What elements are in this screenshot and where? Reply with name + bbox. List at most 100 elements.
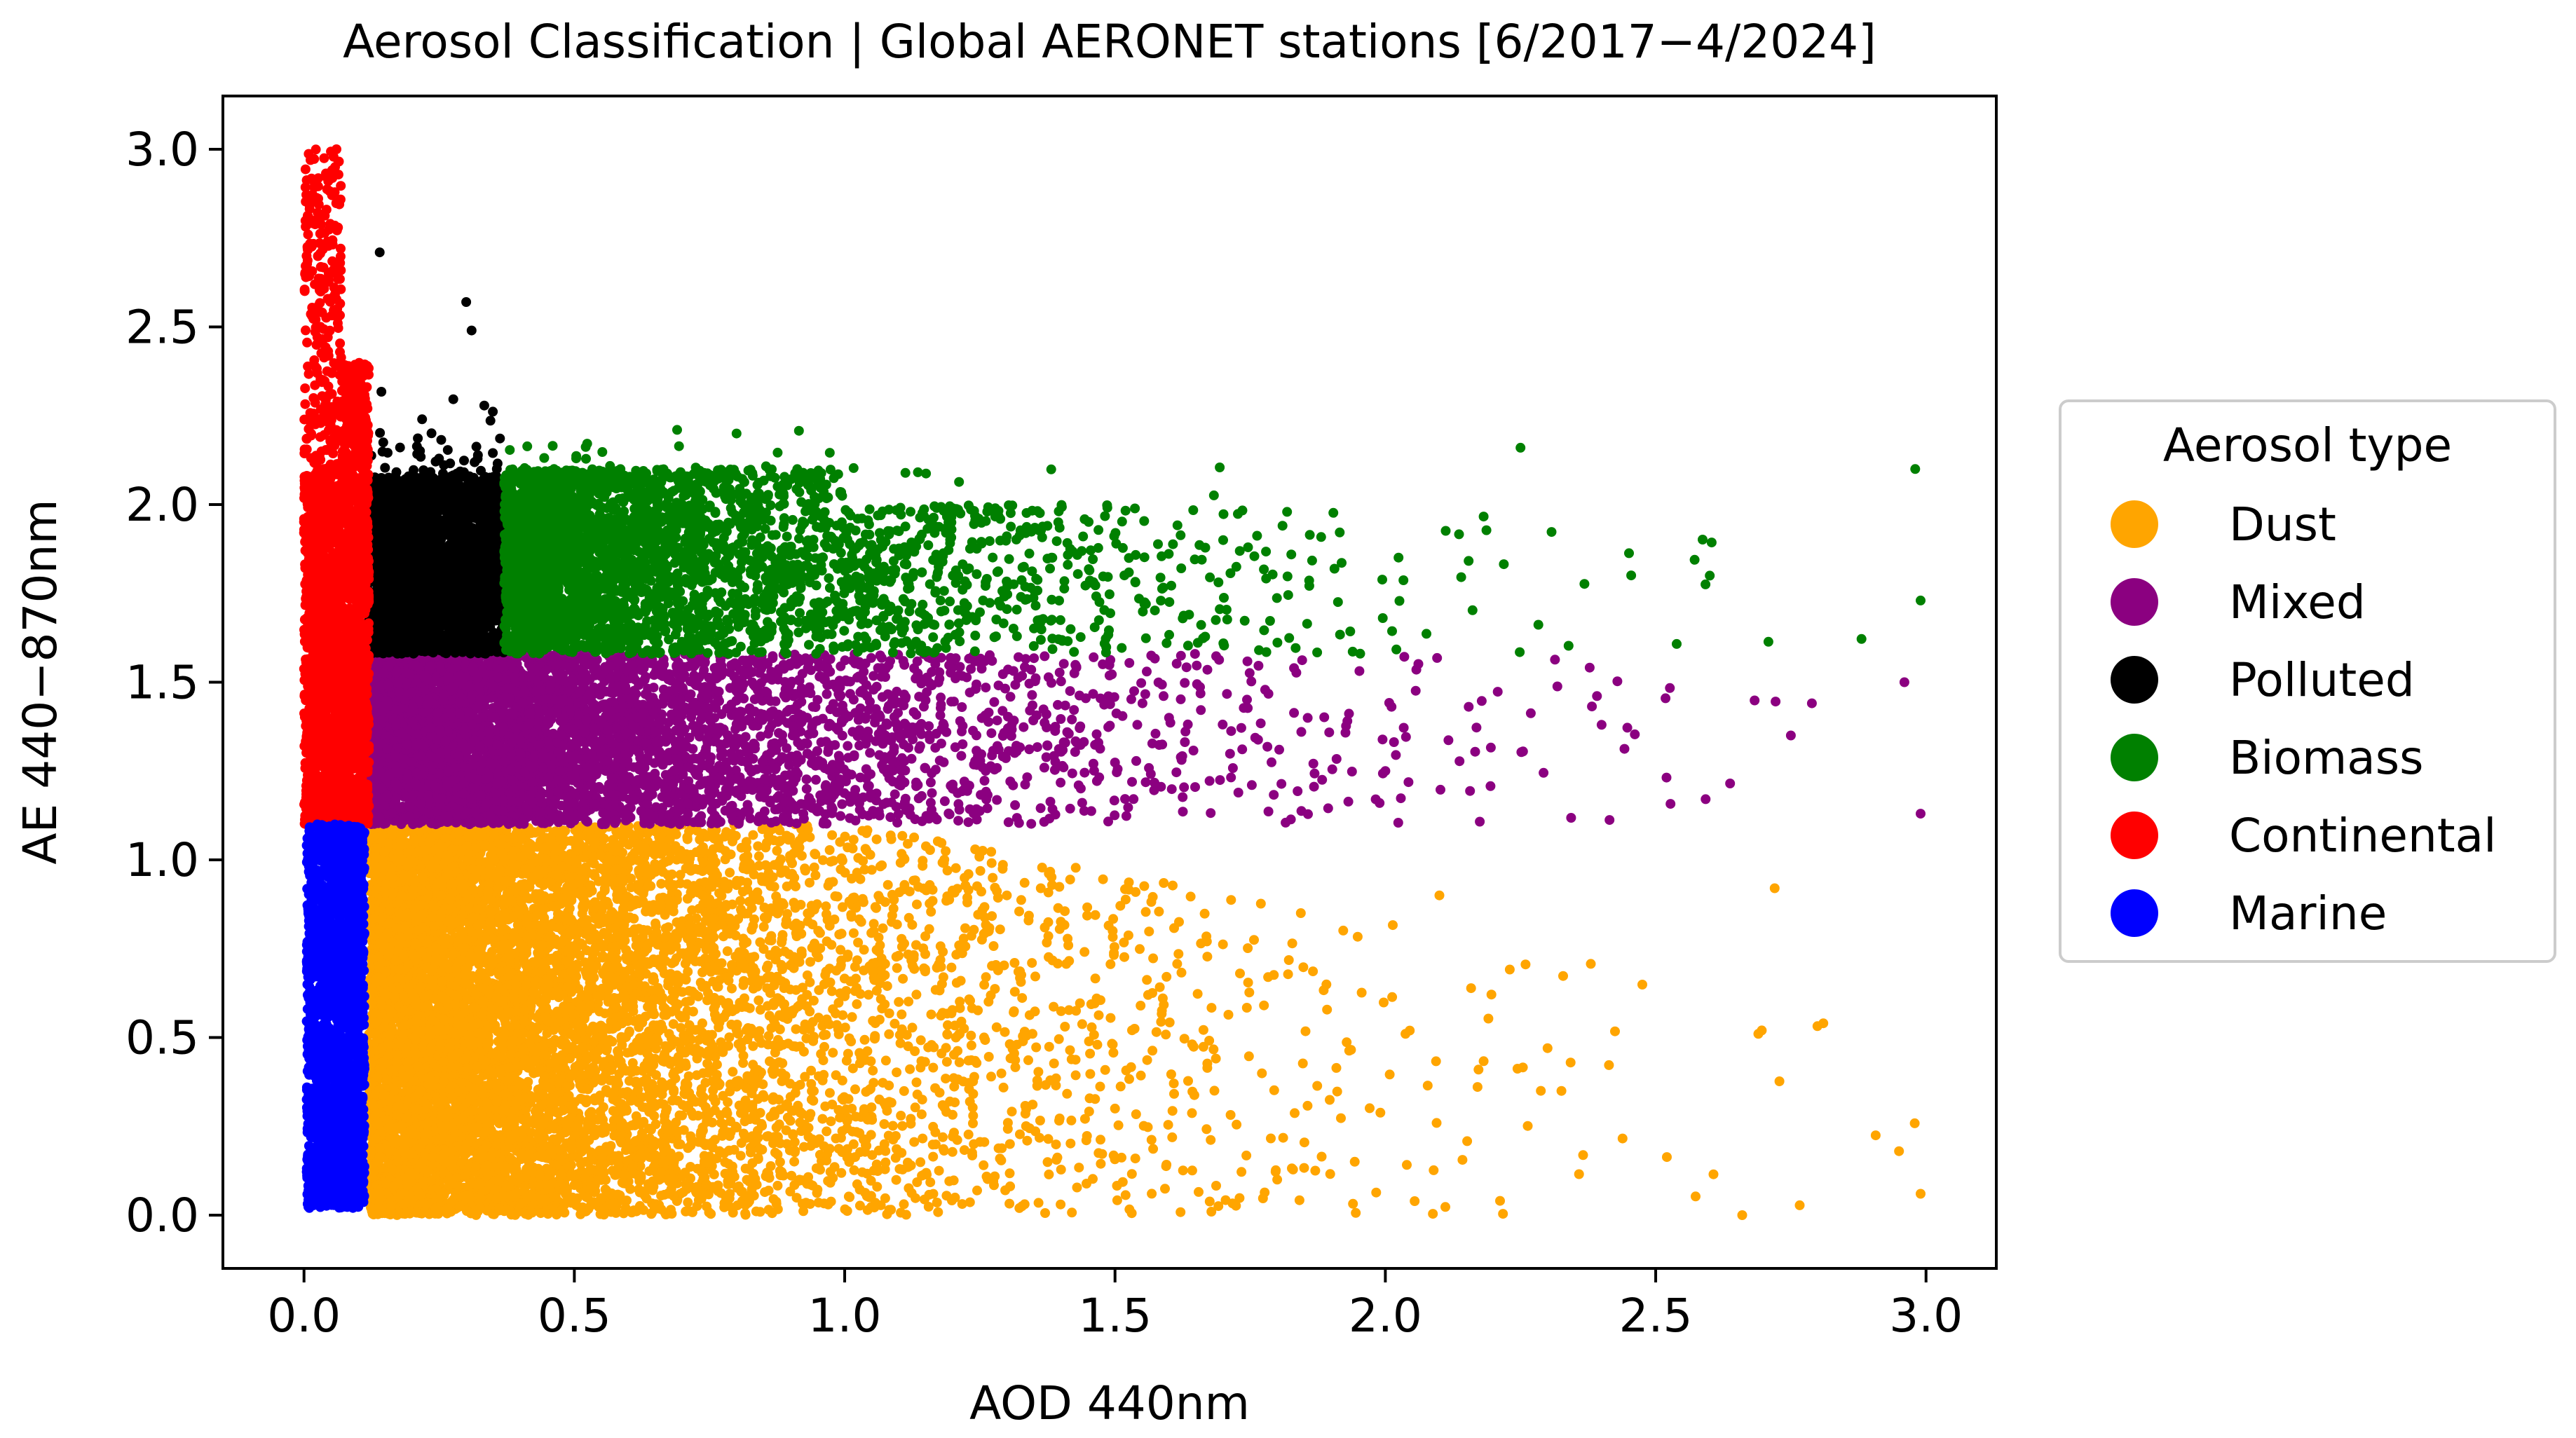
dust-point xyxy=(850,1084,860,1095)
dust-point xyxy=(847,1012,857,1022)
dust-point xyxy=(934,985,945,996)
dust-point xyxy=(1255,898,1266,909)
dust-point xyxy=(1637,980,1647,990)
dust-point xyxy=(805,877,815,888)
dust-point xyxy=(963,1129,974,1139)
dust-point xyxy=(1014,906,1024,917)
dust-point xyxy=(1431,1118,1442,1128)
dust-point xyxy=(1178,1165,1188,1176)
dust-point xyxy=(1375,1107,1386,1118)
dust-point xyxy=(1021,1121,1031,1131)
dust-point xyxy=(1092,1039,1103,1050)
dust-point xyxy=(1188,1041,1199,1052)
dust-point xyxy=(1410,1196,1420,1206)
dust-point xyxy=(1708,1169,1719,1179)
dust-point xyxy=(1148,953,1159,964)
dust-point xyxy=(1049,1058,1059,1069)
dust-point xyxy=(805,1109,816,1119)
dust-point xyxy=(1131,1109,1141,1119)
dust-point xyxy=(782,1112,793,1123)
dust-point xyxy=(1387,992,1398,1002)
dust-point xyxy=(599,1008,610,1019)
dust-point xyxy=(981,972,991,982)
dust-point xyxy=(1299,1137,1309,1148)
dust-point xyxy=(938,1132,948,1142)
dust-point xyxy=(824,845,835,855)
dust-point xyxy=(1299,1163,1309,1173)
dust-point xyxy=(1287,938,1297,949)
dust-point xyxy=(1147,1189,1157,1199)
dust-point xyxy=(916,1056,927,1067)
dust-point xyxy=(1040,1208,1050,1218)
dust-point xyxy=(882,981,892,992)
dust-point xyxy=(1031,1042,1042,1053)
dust-point xyxy=(909,1137,920,1147)
dust-point xyxy=(1117,1177,1128,1187)
dust-point xyxy=(1019,877,1030,888)
dust-point xyxy=(972,1185,982,1196)
dust-point xyxy=(1163,1120,1173,1130)
dust-point xyxy=(949,1081,960,1092)
dust-point xyxy=(1189,1090,1199,1100)
dust-point xyxy=(920,966,930,977)
dust-point xyxy=(819,1041,829,1052)
dust-point xyxy=(1119,952,1129,962)
dust-point xyxy=(1429,1165,1439,1175)
dust-point xyxy=(998,1082,1009,1093)
dust-point xyxy=(1135,944,1145,954)
dust-point xyxy=(1183,1076,1193,1086)
dust-point xyxy=(768,1095,778,1105)
dust-point xyxy=(1348,1198,1358,1209)
dust-point xyxy=(1574,1169,1584,1179)
dust-point xyxy=(661,1107,671,1117)
dust-point xyxy=(1302,1100,1313,1111)
dust-point xyxy=(727,899,737,910)
dust-point xyxy=(1300,1026,1311,1036)
dust-point xyxy=(1140,907,1151,917)
dust-point xyxy=(912,899,922,910)
dust-point xyxy=(1144,926,1154,937)
dust-point xyxy=(821,1029,831,1040)
dust-point xyxy=(933,1207,943,1217)
dust-point xyxy=(986,1071,996,1082)
dust-point xyxy=(1271,1165,1281,1175)
dust-point xyxy=(831,1008,841,1019)
dust-point xyxy=(1056,1165,1066,1175)
dust-point xyxy=(918,1133,928,1144)
dust-point xyxy=(1556,1086,1567,1096)
dust-point xyxy=(1371,1187,1382,1198)
dust-point xyxy=(1035,883,1046,893)
dust-point xyxy=(904,997,914,1007)
dust-point xyxy=(1365,1103,1375,1114)
dust-point xyxy=(1047,879,1057,890)
dust-point xyxy=(818,855,828,865)
dust-point xyxy=(847,1063,858,1074)
dust-point xyxy=(878,923,888,933)
dust-point xyxy=(818,1055,829,1066)
dust-point xyxy=(890,1018,900,1029)
dust-point xyxy=(948,1175,959,1186)
dust-point xyxy=(1227,1198,1238,1209)
dust-point xyxy=(1062,1088,1072,1099)
dust-point xyxy=(1478,1056,1489,1067)
dust-point xyxy=(1044,1169,1054,1179)
dust-point xyxy=(1202,952,1213,962)
dust-point xyxy=(1234,1193,1245,1203)
dust-point xyxy=(1384,1069,1395,1080)
dust-point xyxy=(1051,1139,1061,1150)
dust-point xyxy=(1033,1067,1044,1077)
dust-point xyxy=(891,1175,901,1185)
dust-point xyxy=(660,932,670,943)
dust-point xyxy=(1105,959,1116,969)
dust-point xyxy=(915,1157,926,1167)
dust-point xyxy=(928,1151,939,1162)
dust-point xyxy=(824,1019,835,1029)
dust-point xyxy=(887,1121,898,1131)
dust-point xyxy=(827,830,838,840)
dust-point xyxy=(1035,1116,1045,1125)
dust-point xyxy=(1440,1202,1450,1212)
dust-point xyxy=(819,1198,829,1209)
dust-point xyxy=(1100,1064,1110,1075)
dust-point xyxy=(789,1156,800,1167)
dust-point xyxy=(1167,1106,1178,1116)
